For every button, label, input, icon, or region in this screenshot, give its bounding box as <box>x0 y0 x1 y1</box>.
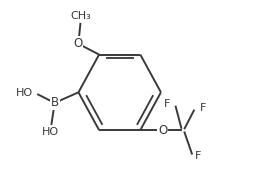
Text: O: O <box>158 124 168 137</box>
Text: B: B <box>51 96 59 109</box>
Text: O: O <box>73 37 82 50</box>
Text: HO: HO <box>42 127 59 137</box>
Text: F: F <box>200 103 206 113</box>
Text: CH₃: CH₃ <box>70 11 91 21</box>
Text: F: F <box>164 99 170 109</box>
Text: F: F <box>195 151 201 161</box>
Text: HO: HO <box>16 88 33 98</box>
